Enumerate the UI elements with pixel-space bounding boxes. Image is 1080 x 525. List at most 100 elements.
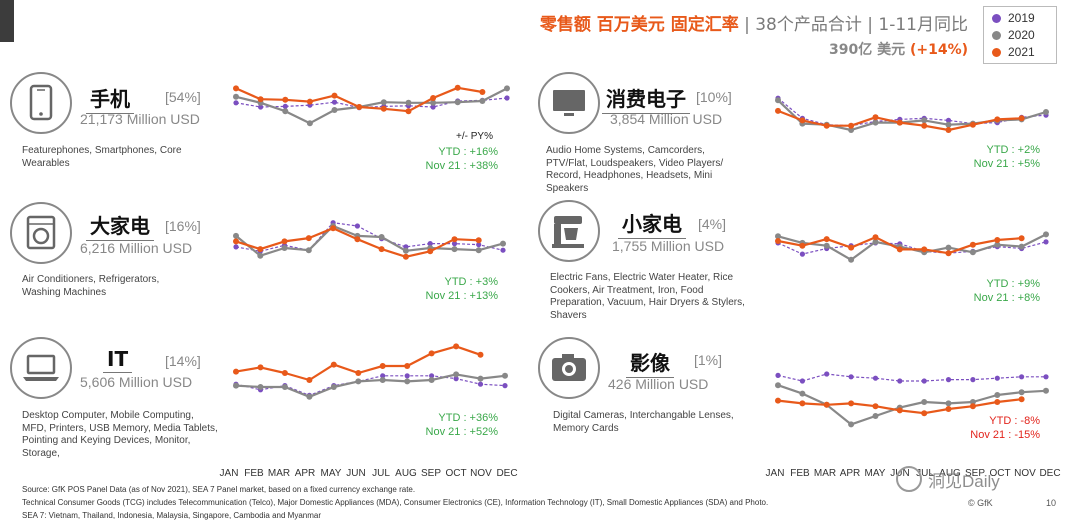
data-point-2020	[872, 238, 879, 245]
data-point-2021	[453, 343, 460, 350]
data-point-2021	[823, 122, 830, 129]
ytd-major-appliances: YTD : +3%	[444, 276, 499, 288]
laptop-icon	[23, 354, 59, 381]
category-share-small-appliances: [4%]	[698, 216, 727, 232]
data-point-2021	[331, 92, 338, 99]
data-point-2021	[475, 237, 482, 244]
data-point-2019	[331, 99, 338, 105]
data-point-2021	[848, 244, 855, 251]
data-point-2021	[306, 377, 313, 383]
data-point-2021	[945, 127, 952, 133]
data-point-2019	[354, 223, 360, 229]
data-point-2019	[824, 371, 830, 377]
desc-line: Storage,	[22, 447, 60, 459]
x-tick-label: AUG	[939, 468, 961, 479]
desc-line: Audio Home Systems, Camcorders,	[546, 145, 705, 156]
x-tick-label: OCT	[989, 468, 1011, 479]
data-point-2020	[330, 384, 337, 390]
data-point-2021	[1018, 235, 1025, 242]
data-point-2021	[872, 234, 879, 241]
data-point-2020	[775, 382, 781, 389]
data-point-2020	[257, 384, 264, 390]
data-point-2020	[500, 240, 506, 247]
category-icon-circle	[538, 72, 600, 134]
data-point-2019	[1043, 239, 1049, 245]
data-point-2020	[969, 399, 976, 405]
data-point-2019	[427, 241, 433, 247]
header-total-value: 390亿 美元	[828, 42, 906, 58]
data-point-2019	[380, 373, 386, 379]
category-share-major-appliances: [16%]	[165, 218, 201, 234]
data-point-2020	[1018, 389, 1025, 396]
category-icon-circle	[538, 337, 600, 399]
data-point-2020	[477, 375, 484, 382]
data-point-2020	[945, 121, 952, 128]
header-title: 零售额 百万美元 固定汇率 | 38个产品合计 | 1-11月同比	[540, 10, 968, 35]
data-point-2020	[969, 249, 976, 256]
camera-icon	[552, 354, 586, 381]
data-point-2020	[453, 371, 460, 378]
category-desc-phones: Featurephones, Smartphones, Core Wearabl…	[22, 145, 182, 170]
category-sales-phones: 21,173 Million USD	[80, 111, 200, 127]
data-point-2021	[404, 363, 411, 369]
data-point-2021	[354, 236, 361, 243]
nov-small-appliances: Nov 21 : +8%	[973, 292, 1040, 304]
data-point-2020	[945, 400, 952, 407]
x-tick-label: FEB	[790, 468, 810, 479]
data-point-2019	[775, 372, 781, 378]
footer-page-number: 10	[1046, 498, 1057, 508]
data-point-2020	[305, 247, 312, 254]
data-point-2020	[1043, 109, 1049, 115]
x-tick-label: AUG	[395, 468, 417, 479]
data-point-2020	[504, 85, 510, 92]
nov-it: Nov 21 : +52%	[425, 426, 498, 438]
data-point-2020	[921, 117, 928, 124]
category-name-it: IT	[103, 347, 133, 373]
desc-line: Speakers	[546, 182, 589, 194]
series-line-2020	[777, 384, 1047, 426]
data-point-2019	[799, 251, 806, 257]
x-tick-label: SEP	[420, 468, 442, 479]
x-tick-label: APR	[294, 468, 316, 479]
data-point-2020	[281, 245, 288, 251]
data-point-2021	[355, 370, 362, 376]
category-icon-circle	[10, 202, 72, 264]
data-point-2021	[994, 399, 1001, 405]
data-point-2021	[969, 403, 976, 410]
data-point-2020	[872, 119, 879, 126]
x-tick-label: DEC	[496, 468, 518, 479]
category-name-small-appliances: 小家电	[618, 208, 686, 239]
x-tick-label: NOV	[470, 468, 492, 479]
header: 零售额 百万美元 固定汇率 | 38个产品合计 | 1-11月同比 390亿 美…	[540, 10, 968, 59]
data-point-2020	[282, 108, 289, 115]
category-name-phones: 手机	[86, 83, 134, 114]
data-point-2020	[405, 99, 412, 106]
chart-legend: 2019 2020 2021	[983, 6, 1057, 64]
data-point-2019	[945, 377, 952, 383]
footer-sea7: SEA 7: Vietnam, Thailand, Indonesia, Mal…	[22, 511, 321, 520]
data-point-2020	[454, 99, 461, 106]
data-point-2021	[872, 403, 879, 410]
data-point-2020	[331, 107, 338, 113]
data-point-2021	[428, 350, 435, 357]
data-point-2021	[402, 253, 409, 260]
data-point-2019	[451, 241, 458, 247]
desc-line: Electric Fans, Electric Water Heater, Ri…	[550, 272, 734, 283]
data-point-2021	[896, 119, 903, 126]
py-percent-label: +/- PY%	[456, 131, 493, 142]
watermark-text: 洞见Daily	[928, 472, 1000, 491]
data-point-2021	[451, 236, 458, 243]
data-point-2021	[405, 108, 412, 115]
category-name-imaging: 影像	[626, 347, 674, 378]
desc-line: Air Conditioners, Refrigerators,	[22, 274, 160, 285]
category-sales-major-appliances: 6,216 Million USD	[80, 240, 193, 256]
data-point-2020	[479, 98, 486, 104]
desc-line: MFD, Printers, USB Memory, Media Tablets…	[22, 422, 218, 434]
data-point-2021	[1018, 396, 1025, 403]
data-point-2020	[823, 242, 830, 249]
header-total: 390亿 美元 (+14%)	[540, 39, 968, 59]
series-line-2019	[235, 222, 504, 252]
data-point-2019	[872, 375, 879, 381]
nov-phones: Nov 21 : +38%	[425, 160, 498, 172]
legend-marker-2021	[992, 48, 1001, 58]
